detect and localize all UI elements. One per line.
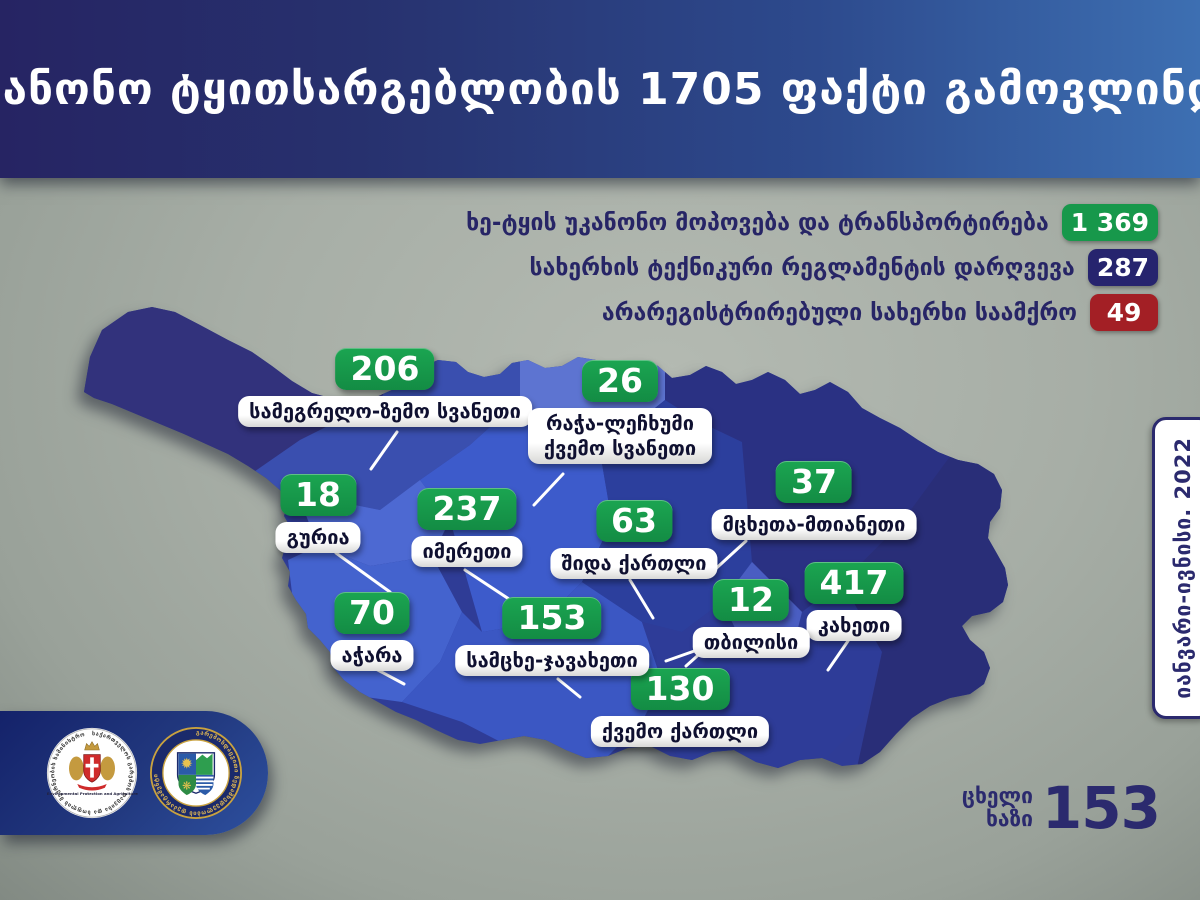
region-label: გურია xyxy=(275,521,361,553)
marker-samegrelo[interactable]: 206 სამეგრელო-ზემო სვანეთი xyxy=(238,348,532,427)
region-label: ქვემო ქართლი xyxy=(590,715,770,747)
marker-adjara[interactable]: 70 აჭარა xyxy=(330,592,414,671)
region-samegrelo[interactable] xyxy=(235,230,520,510)
period-tag: იანვარი-ივნისი. 2022 xyxy=(1152,417,1200,719)
legend-row-unregistered-sawmill: არარეგისტრირებული სახერხი საამქრო 49 xyxy=(0,294,1158,331)
marker-samtskhe[interactable]: 153 სამცხე-ჯავახეთი xyxy=(455,597,649,676)
legend-value-badge: 1 369 xyxy=(1061,204,1158,241)
legend-row-sawmill-regulation: სახერხის ტექნიკური რეგლამენტის დარღვევა … xyxy=(0,249,1158,286)
hotline: ცხელი ხაზი 153 xyxy=(940,774,1161,842)
marker-tbilisi[interactable]: 12 თბილისი xyxy=(692,579,810,658)
region-label: სამცხე-ჯავახეთი xyxy=(455,644,649,676)
hotline-number: 153 xyxy=(1041,774,1161,842)
marker-shida-kartli[interactable]: 63 შიდა ქართლი xyxy=(550,500,718,579)
legend-label: არარეგისტრირებული სახერხი საამქრო xyxy=(601,299,1077,326)
region-label: შიდა ქართლი xyxy=(550,547,718,579)
legend-row-logging: ხე-ტყის უკანონო მოპოვება და ტრანსპორტირე… xyxy=(0,204,1158,241)
period-label: იანვარი-ივნისი. 2022 xyxy=(1170,437,1195,699)
count-badge: 63 xyxy=(596,500,672,542)
legend-value-badge: 287 xyxy=(1087,249,1158,286)
legend-label: სახერხის ტექნიკური რეგლამენტის დარღვევა xyxy=(529,254,1075,281)
region-label: კახეთი xyxy=(806,609,902,641)
count-badge: 26 xyxy=(582,360,658,402)
count-badge: 18 xyxy=(280,474,356,516)
count-badge: 153 xyxy=(502,597,602,639)
count-badge: 206 xyxy=(335,348,435,390)
marker-imereti[interactable]: 237 იმერეთი xyxy=(411,488,523,567)
region-label: სამეგრელო-ზემო სვანეთი xyxy=(238,395,532,427)
hotline-words: ცხელი ხაზი xyxy=(962,785,1033,830)
snowflake-icon: ❋ xyxy=(182,780,191,793)
header-banner: უკანონო ტყითსარგებლობის 1705 ფაქტი გამოვ… xyxy=(0,0,1200,178)
hotline-word-1: ცხელი xyxy=(961,784,1033,809)
marker-guria[interactable]: 18 გურია xyxy=(275,474,361,553)
ministry-seal-logo: საქართველოს გარემოს დაცვისა და სოფლის მე… xyxy=(46,727,138,819)
legend-label: ხე-ტყის უკანონო მოპოვება და ტრანსპორტირე… xyxy=(466,209,1049,236)
marker-kakheti[interactable]: 417 კახეთი xyxy=(804,562,904,641)
marker-mtskheta-mtianeti[interactable]: 37 მცხეთა-მთიანეთი xyxy=(711,461,917,540)
region-label: მცხეთა-მთიანეთი xyxy=(711,508,917,540)
count-badge: 70 xyxy=(334,592,410,634)
region-label: იმერეთი xyxy=(411,535,523,567)
count-badge: 417 xyxy=(804,562,904,604)
footer-logo-pill: საქართველოს გარემოს დაცვისა და სოფლის მე… xyxy=(0,711,268,835)
region-label: აჭარა xyxy=(330,639,414,671)
marker-racha[interactable]: 26 რაჭა-ლეჩხუმი ქვემო სვანეთი xyxy=(528,360,712,464)
legend: ხე-ტყის უკანონო მოპოვება და ტრანსპორტირე… xyxy=(0,204,1158,339)
page-title: უკანონო ტყითსარგებლობის 1705 ფაქტი გამოვ… xyxy=(0,63,1200,115)
environmental-supervision-logo: გარემოსდაცვითი ზედამხედველობის დეპარტამე… xyxy=(150,727,242,819)
count-badge: 12 xyxy=(713,579,789,621)
region-label: რაჭა-ლეჩხუმი ქვემო სვანეთი xyxy=(528,407,712,464)
marker-kvemo-kartli[interactable]: 130 ქვემო ქართლი xyxy=(590,668,770,747)
legend-value-badge: 49 xyxy=(1090,294,1158,331)
hotline-word-2: ხაზი xyxy=(985,807,1033,831)
count-badge: 237 xyxy=(417,488,517,530)
count-badge: 37 xyxy=(776,461,852,503)
count-badge: 130 xyxy=(630,668,730,710)
ministry-caption: Ministry of Environmental Protection and… xyxy=(46,791,138,796)
region-label: თბილისი xyxy=(692,626,810,658)
sun-icon: ✹ xyxy=(181,755,193,772)
